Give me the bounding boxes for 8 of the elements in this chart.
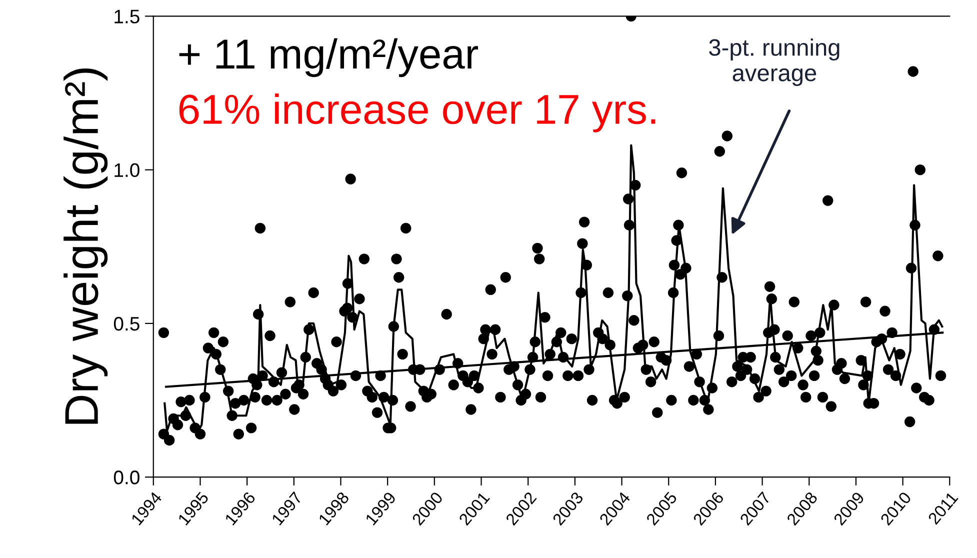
y-tick-label: 1.5 <box>114 10 140 24</box>
annotation: + 11 mg/m²/year <box>179 38 478 78</box>
y-axis-title: Dry weight (g/m²) <box>64 68 108 424</box>
y-tick-label: 0.5 <box>114 316 140 331</box>
annotation: 3-pt. running average <box>709 38 840 86</box>
y-tick-label: 1.0 <box>114 163 140 178</box>
y-tick-label: 0.0 <box>114 470 140 484</box>
annotation: 61% increase over 17 yrs. <box>179 94 656 132</box>
